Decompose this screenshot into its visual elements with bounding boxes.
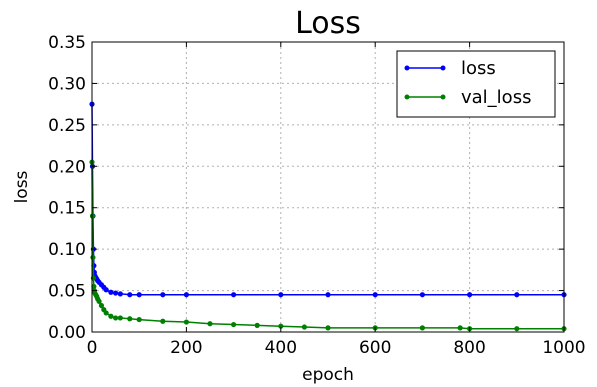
legend-item-loss: loss	[404, 58, 496, 79]
x-axis-label: epoch	[302, 365, 354, 385]
data-point-val-loss	[108, 313, 114, 319]
data-point-val-loss	[301, 324, 307, 330]
data-point-val-loss	[127, 316, 133, 322]
chart-title: Loss	[295, 6, 361, 41]
data-point-val-loss	[457, 325, 463, 331]
data-point-loss	[103, 287, 109, 293]
data-point-val-loss	[98, 302, 105, 309]
data-point-loss	[136, 292, 142, 298]
data-point-loss	[127, 292, 133, 298]
data-point-val-loss	[183, 319, 189, 325]
data-point-val-loss	[90, 254, 96, 261]
legend-marker-val-loss	[404, 94, 410, 100]
y-tick-label: 0.10	[48, 240, 86, 260]
grid-lines	[92, 42, 564, 332]
y-tick-label: 0.35	[48, 33, 86, 53]
legend-marker-loss	[440, 65, 446, 71]
data-point-loss	[419, 292, 425, 298]
legend-label-loss: loss	[461, 58, 496, 79]
y-tick-label: 0.30	[48, 74, 86, 94]
data-point-val-loss	[278, 323, 284, 329]
data-point-loss	[325, 292, 331, 298]
y-tick-label: 0.15	[48, 199, 86, 219]
legend-item-val-loss: val_loss	[404, 87, 531, 108]
x-tick-label: 1000	[542, 338, 585, 358]
data-point-loss	[278, 292, 284, 298]
data-point-val-loss	[325, 325, 331, 331]
data-point-loss	[160, 292, 166, 298]
data-point-val-loss	[136, 316, 142, 323]
data-point-val-loss	[207, 321, 213, 327]
data-point-val-loss	[160, 318, 166, 324]
x-tick-label: 0	[87, 338, 98, 358]
y-tick-label: 0.25	[48, 116, 86, 136]
data-point-val-loss	[96, 298, 102, 304]
legend-marker-val-loss	[440, 94, 446, 100]
data-point-val-loss	[103, 310, 109, 316]
plot-area-frame	[91, 41, 565, 333]
data-point-val-loss	[231, 321, 237, 328]
data-point-loss	[514, 292, 520, 298]
data-point-loss	[372, 292, 378, 298]
data-point-val-loss	[514, 326, 520, 332]
x-tick-label: 400	[265, 338, 297, 358]
data-point-val-loss	[254, 322, 260, 328]
data-point-val-loss	[419, 325, 425, 331]
data-point-val-loss	[117, 315, 123, 321]
y-axis-label: loss	[12, 170, 32, 203]
legend-box	[396, 50, 556, 118]
y-tick-label: 0.20	[48, 157, 86, 177]
data-point-val-loss	[91, 283, 97, 290]
data-point-loss	[183, 292, 189, 298]
legend: loss val_loss	[396, 50, 556, 118]
x-tick-label: 200	[170, 338, 202, 358]
axis-ticks: 0 200 400 600 800 1000 0.00 0.05 0.10 0.15 0.20 0.2…	[48, 33, 585, 358]
data-point-loss	[231, 292, 237, 298]
y-tick-label: 0.00	[48, 323, 86, 343]
x-tick-label: 600	[359, 338, 391, 358]
data-point-loss	[113, 290, 119, 296]
y-tick-label: 0.05	[48, 282, 86, 302]
data-point-loss	[467, 292, 473, 298]
x-tick-label: 800	[453, 338, 485, 358]
data-point-loss	[108, 289, 114, 295]
legend-label-val-loss: val_loss	[461, 87, 531, 108]
legend-marker-loss	[404, 65, 410, 71]
data-point-val-loss	[113, 315, 119, 321]
data-point-loss	[117, 291, 123, 297]
